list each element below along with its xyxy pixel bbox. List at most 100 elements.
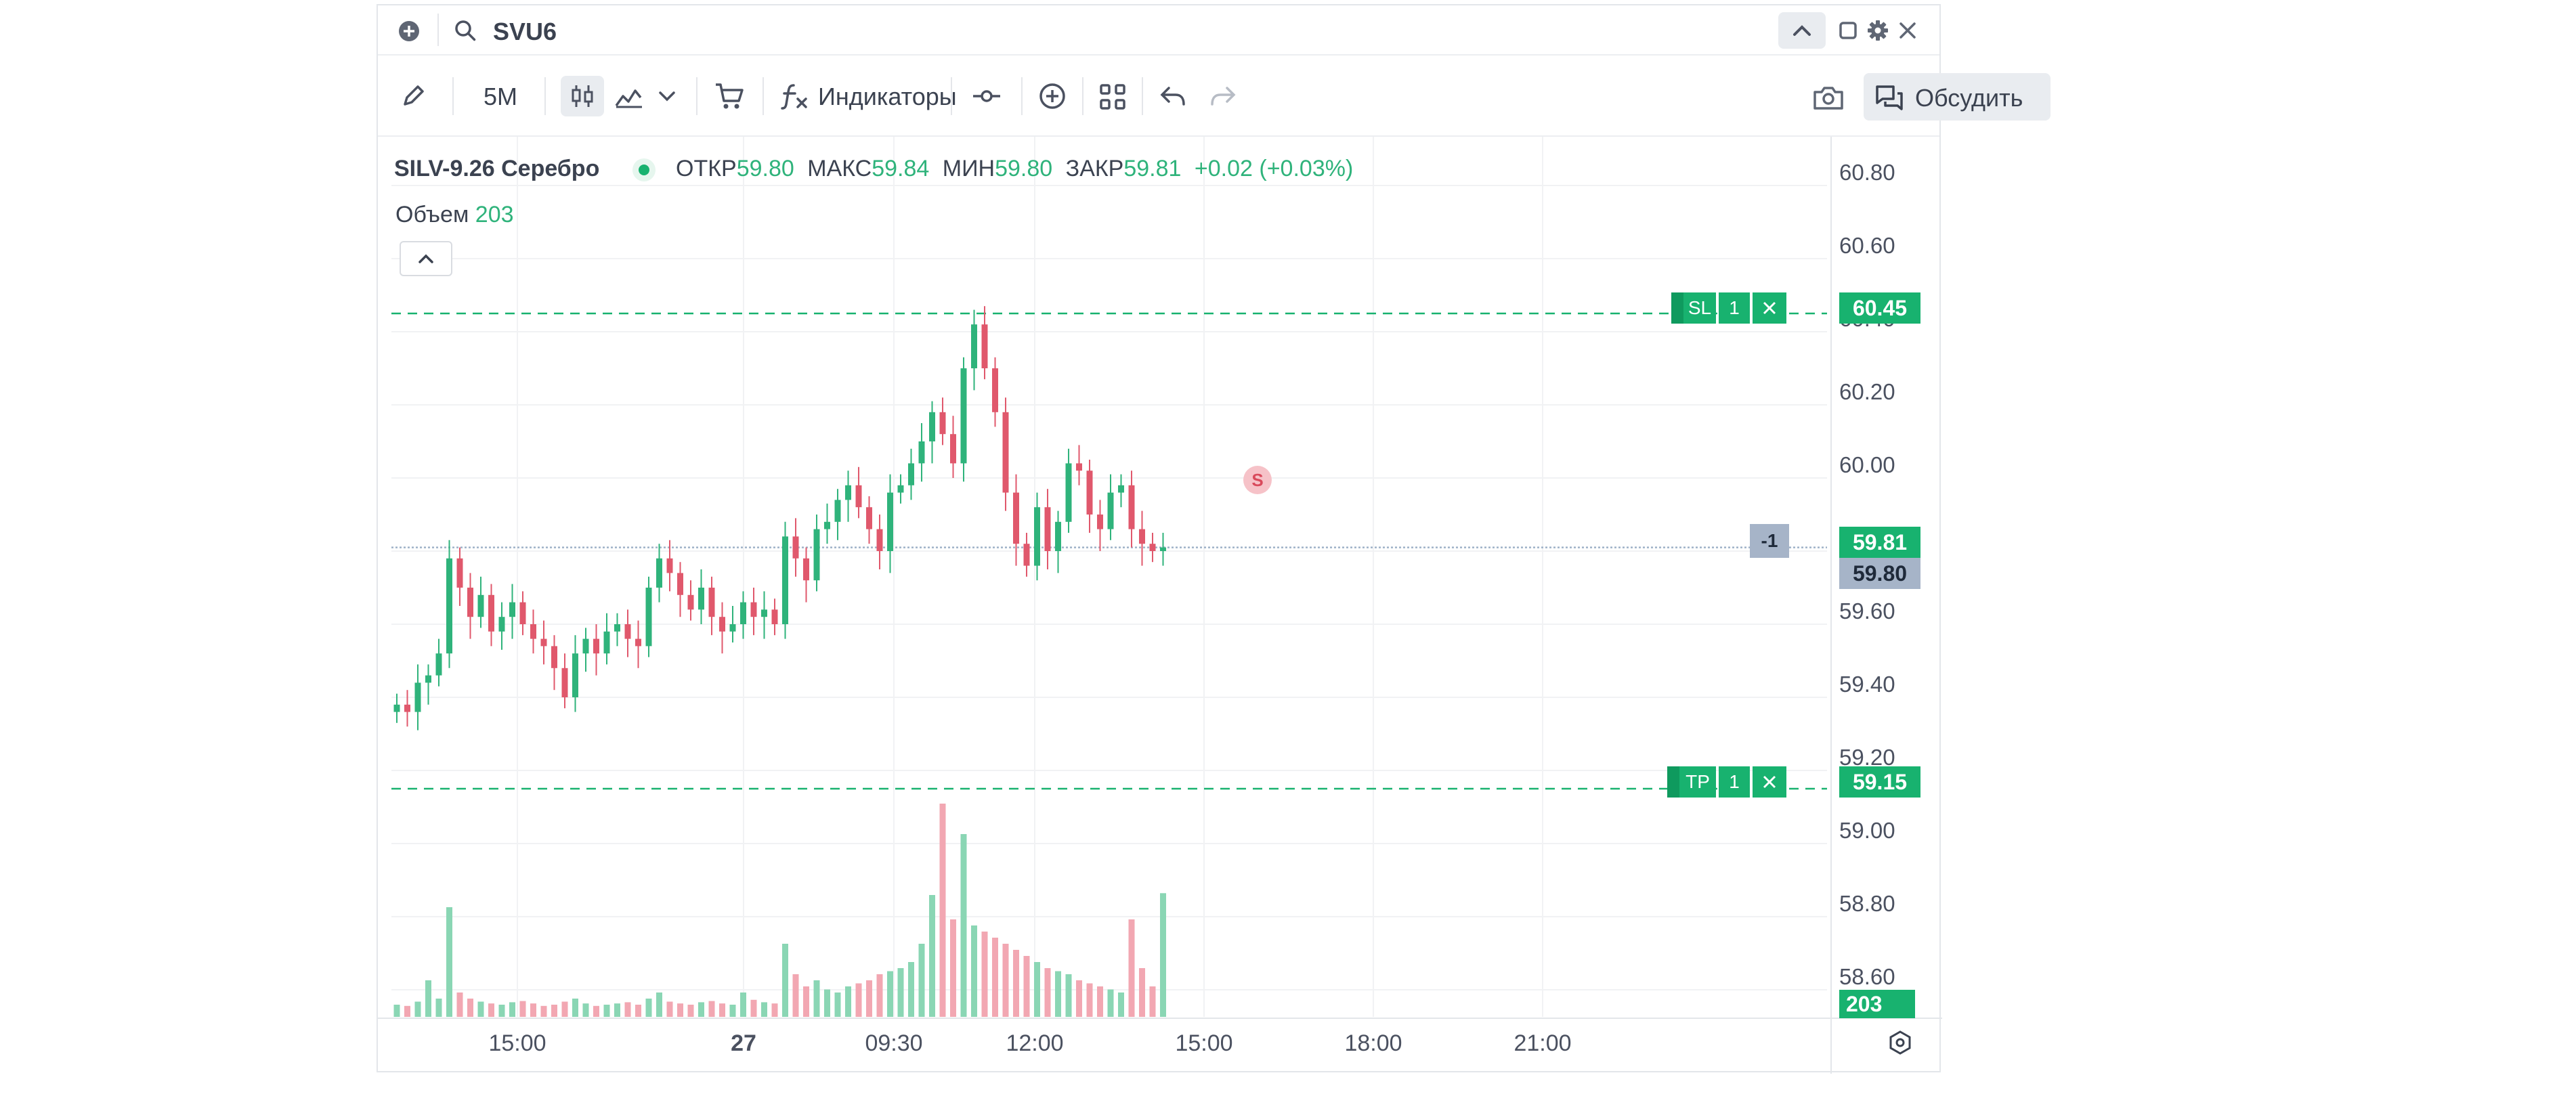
candle-body	[1086, 471, 1093, 515]
candle-body	[729, 624, 736, 632]
volume-bar	[719, 1003, 725, 1017]
grid-layout-icon[interactable]	[1098, 83, 1127, 111]
position-marker[interactable]: -1	[1750, 524, 1789, 558]
price-axis-label: 60.00	[1839, 452, 1895, 477]
divider	[696, 77, 697, 115]
gear-icon[interactable]	[1866, 19, 1889, 42]
time-axis-label: 21:00	[1514, 1030, 1572, 1056]
candle-body	[393, 704, 400, 712]
volume-bar	[1118, 992, 1124, 1017]
line-tool-icon[interactable]	[971, 83, 1002, 110]
candle-body	[677, 573, 683, 595]
volume-bar	[1013, 950, 1019, 1017]
candle-body	[435, 653, 442, 676]
ohlc-values: ОТКР59.80 МАКС59.84 МИН59.80 ЗАКР59.81 +…	[676, 156, 1353, 182]
maximize-icon[interactable]	[1838, 20, 1858, 41]
chevron-up-icon	[418, 254, 433, 263]
camera-icon[interactable]	[1812, 84, 1845, 111]
volume-bar	[929, 895, 935, 1017]
volume-bar	[729, 1005, 736, 1017]
candle-body	[1097, 515, 1103, 529]
price-axis-label: 58.60	[1839, 964, 1895, 989]
candle-body	[603, 631, 610, 654]
candles-button[interactable]	[561, 76, 604, 116]
cart-icon[interactable]	[714, 81, 745, 111]
divider	[452, 77, 454, 115]
collapse-legend-button[interactable]	[400, 241, 452, 276]
candle-body	[981, 324, 988, 368]
candle-body	[855, 485, 862, 508]
sl-price-tag: 60.45	[1839, 292, 1920, 324]
candle-body	[1023, 544, 1030, 566]
candle-body	[477, 594, 484, 617]
close-icon[interactable]	[1897, 20, 1918, 41]
volume-bar	[950, 919, 956, 1017]
candle-body	[404, 704, 410, 712]
sl-drag-handle[interactable]	[1671, 292, 1683, 324]
volume-bar	[1055, 971, 1061, 1017]
volume-bar	[614, 1003, 620, 1017]
candle-body	[929, 412, 935, 441]
tp-label: TP	[1679, 766, 1716, 798]
price-axis-label: 59.20	[1839, 745, 1895, 770]
candle-body	[1076, 463, 1082, 471]
candle-body	[792, 536, 799, 559]
candle-body	[740, 602, 746, 624]
volume-bar	[593, 1005, 599, 1017]
last-price-tag: 59.80	[1839, 558, 1920, 589]
add-widget-icon[interactable]	[397, 19, 421, 43]
timeframe-button[interactable]: 5M	[484, 83, 518, 110]
discuss-button[interactable]	[1864, 73, 2051, 121]
volume-label: Объем	[395, 202, 469, 227]
chart-area[interactable]: SILV-9.26 Серебро ОТКР59.80 МАКС59.84 МИ…	[378, 137, 1942, 1074]
chat-icon	[1876, 85, 1903, 110]
undo-icon[interactable]	[1159, 84, 1188, 108]
function-icon[interactable]	[780, 81, 811, 111]
price-chart[interactable]	[378, 137, 1942, 1074]
time-axis-label: 27	[731, 1030, 756, 1056]
candle-body	[446, 558, 452, 654]
candle-body	[687, 594, 694, 610]
volume-bar	[1097, 986, 1103, 1017]
symbol-search-input[interactable]: SVU6	[493, 18, 557, 45]
candle-body	[708, 588, 715, 617]
redo-icon[interactable]	[1208, 84, 1237, 108]
volume-bar	[887, 971, 893, 1017]
collapse-button[interactable]	[1778, 12, 1826, 49]
chart-settings-icon[interactable]	[1887, 1029, 1914, 1056]
volume-tag: 203	[1839, 990, 1915, 1018]
volume-bar	[393, 1005, 400, 1017]
sl-qty: 1	[1719, 292, 1750, 324]
area-chart-icon[interactable]	[614, 83, 643, 110]
candle-body	[897, 485, 904, 493]
divider	[951, 77, 952, 115]
candle-body	[992, 368, 998, 412]
candle-body	[635, 638, 641, 647]
time-axis-label: 15:00	[488, 1030, 546, 1056]
volume-bar	[414, 1001, 421, 1017]
chevron-down-icon[interactable]	[657, 88, 677, 104]
pencil-icon[interactable]	[400, 83, 427, 110]
volume-bar	[1128, 919, 1135, 1017]
volume-bar	[404, 1005, 410, 1017]
indicators-button[interactable]: Индикаторы	[818, 83, 957, 110]
tp-cancel-button[interactable]	[1753, 766, 1786, 798]
tp-drag-handle[interactable]	[1667, 766, 1679, 798]
volume-bar	[845, 986, 851, 1017]
signal-marker[interactable]: S	[1243, 466, 1272, 494]
candle-body	[971, 324, 977, 368]
candle-body	[939, 412, 946, 435]
search-icon[interactable]	[454, 19, 477, 42]
volume-bar	[488, 1003, 494, 1017]
volume-bar	[1044, 968, 1051, 1017]
volume-bar	[1065, 974, 1072, 1017]
add-circle-icon[interactable]	[1037, 81, 1067, 111]
divider	[1082, 77, 1083, 115]
close-label: ЗАКР	[1065, 156, 1124, 181]
candle-body	[488, 594, 494, 632]
price-axis-label: 59.00	[1839, 818, 1895, 843]
sl-cancel-button[interactable]	[1753, 292, 1786, 324]
time-axis-label: 09:30	[865, 1030, 923, 1056]
candle-body	[509, 602, 515, 617]
candle-body	[572, 653, 578, 697]
